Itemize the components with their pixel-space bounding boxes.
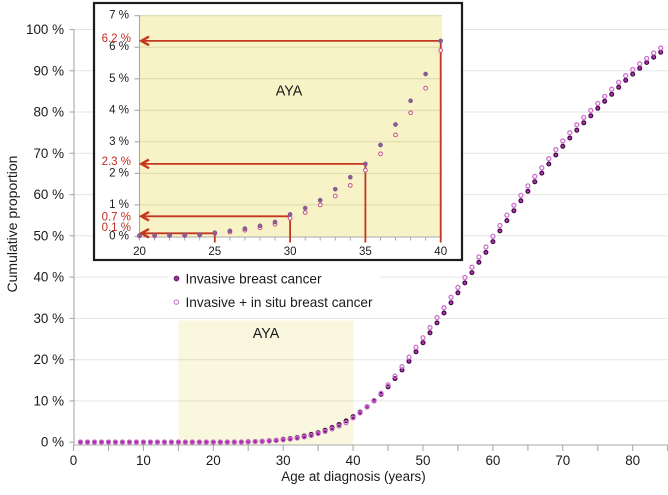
svg-text:1 %: 1 % — [109, 199, 129, 211]
svg-text:0.7 %: 0.7 % — [102, 211, 131, 223]
svg-text:0: 0 — [70, 453, 77, 468]
svg-text:60 %: 60 % — [33, 187, 64, 202]
svg-text:0 %: 0 % — [41, 435, 64, 450]
svg-text:40 %: 40 % — [33, 270, 64, 285]
svg-text:50 %: 50 % — [33, 228, 64, 243]
svg-text:90 %: 90 % — [33, 63, 64, 78]
svg-text:2.3 %: 2.3 % — [102, 156, 131, 168]
svg-text:25: 25 — [208, 246, 221, 258]
svg-text:0 %: 0 % — [109, 231, 129, 243]
svg-text:35: 35 — [359, 246, 372, 258]
svg-text:20: 20 — [206, 453, 221, 468]
svg-text:60: 60 — [485, 453, 500, 468]
svg-text:0.1 %: 0.1 % — [102, 222, 131, 234]
svg-text:AYA: AYA — [276, 84, 303, 100]
svg-text:80 %: 80 % — [33, 105, 64, 120]
svg-text:40: 40 — [346, 453, 361, 468]
svg-text:5 %: 5 % — [109, 73, 129, 85]
svg-text:10 %: 10 % — [33, 393, 64, 408]
svg-text:Cumulative proportion: Cumulative proportion — [4, 156, 20, 293]
svg-text:Age at diagnosis (years): Age at diagnosis (years) — [281, 469, 425, 484]
svg-text:6.2 %: 6.2 % — [102, 33, 131, 45]
svg-text:20: 20 — [133, 246, 146, 258]
svg-text:20 %: 20 % — [33, 352, 64, 367]
svg-text:30 %: 30 % — [33, 311, 64, 326]
svg-text:50: 50 — [416, 453, 431, 468]
svg-text:3 %: 3 % — [109, 136, 129, 148]
svg-text:7 %: 7 % — [109, 10, 129, 22]
svg-text:30: 30 — [284, 246, 297, 258]
svg-text:10: 10 — [136, 453, 151, 468]
svg-text:30: 30 — [276, 453, 291, 468]
svg-text:6 %: 6 % — [109, 41, 129, 53]
svg-text:2 %: 2 % — [109, 167, 129, 179]
svg-text:70 %: 70 % — [33, 146, 64, 161]
svg-text:80: 80 — [625, 453, 640, 468]
svg-text:Invasive breast cancer: Invasive breast cancer — [186, 271, 322, 286]
svg-text:40: 40 — [434, 246, 447, 258]
svg-text:100 %: 100 % — [26, 22, 64, 37]
svg-text:4 %: 4 % — [109, 104, 129, 116]
svg-text:AYA: AYA — [253, 326, 280, 342]
svg-text:70: 70 — [555, 453, 570, 468]
svg-text:Invasive + in situ breast canc: Invasive + in situ breast cancer — [186, 295, 373, 310]
